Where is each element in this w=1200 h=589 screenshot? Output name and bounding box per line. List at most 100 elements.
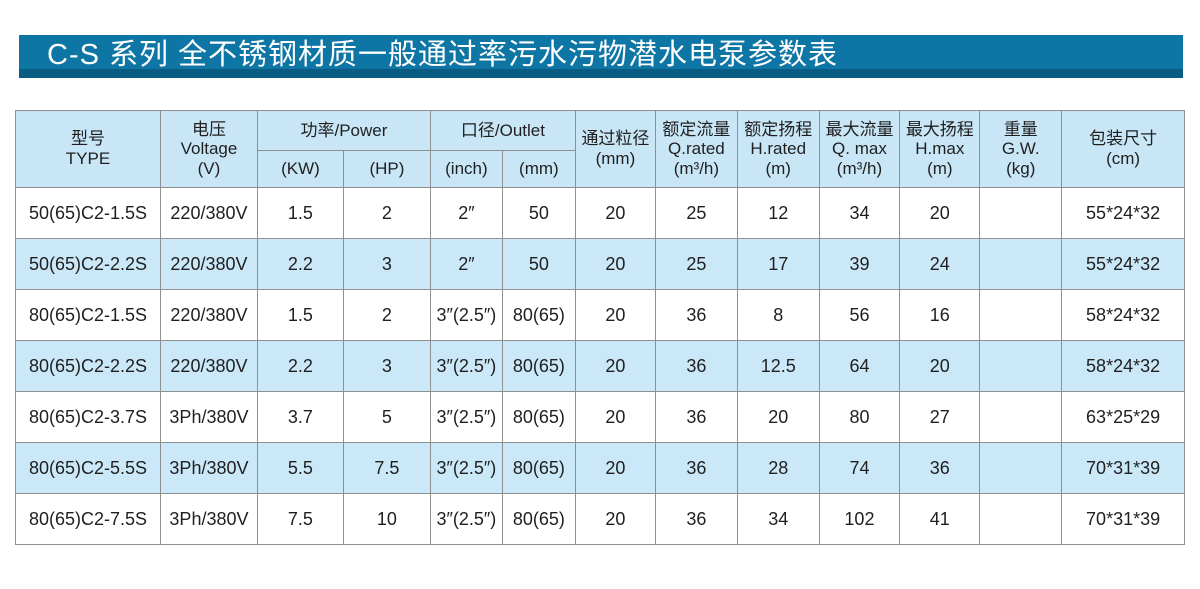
table-cell: 80(65) [501,391,576,443]
col-header-packing-cn: 包装尺寸 [1089,129,1158,149]
col-header-gw: 重量 G.W. (kg) [979,110,1063,188]
col-header-q-max-unit: (m³/h) [836,158,883,178]
table-cell: 80(65) [501,442,576,494]
table-cell: 3″(2.5″) [429,340,503,392]
table-cell: 20 [574,391,656,443]
table-cell: 36 [654,493,738,545]
table-cell: 36 [654,391,738,443]
table-cell: 3″(2.5″) [429,442,503,494]
table-cell: 17 [736,238,820,290]
table-cell: 12.5 [736,340,820,392]
table-cell: 2.2 [256,340,344,392]
table-body: 50(65)C2-1.5S 220/380V 1.5 2 2″ 50 20 25 12 34 20 5… [15,187,1185,545]
page-title: C-S 系列 全不锈钢材质一般通过率污水污物潜水电泵参数表 [47,39,839,71]
col-header-h-max-unit: (m) [927,158,953,178]
table-cell: 50 [501,187,576,239]
col-header-type: 型号 TYPE [15,110,161,188]
table-cell: 27 [899,391,981,443]
table-row: 80(65)C2-5.5S 3Ph/380V 5.5 7.5 3″(2.5″) 80(65… [15,442,1185,494]
table-cell: 2″ [429,238,503,290]
table-cell: 1.5 [256,289,344,341]
table-cell: 80 [818,391,901,443]
pump-spec-table: 型号 TYPE 电压 Voltage (V) 功率/Power 口径/Outle… [15,110,1185,545]
table-cell: 10 [342,493,431,545]
table-cell: 56 [818,289,901,341]
table-cell: 20 [574,187,656,239]
table-cell: 2 [342,289,431,341]
table-cell: 50(65)C2-1.5S [15,187,161,239]
table-cell: 34 [818,187,901,239]
col-header-h-rated: 额定扬程 H.rated (m) [736,110,820,188]
table-cell: 64 [818,340,901,392]
col-header-voltage-en: Voltage [180,139,238,159]
table-cell: 70*31*39 [1061,442,1185,494]
table-cell: 3.7 [256,391,344,443]
table-cell: 2 [342,187,431,239]
col-header-mm: (mm) [501,150,576,188]
table-cell [979,442,1063,494]
table-cell [979,187,1063,239]
table-header: 型号 TYPE 电压 Voltage (V) 功率/Power 口径/Outle… [15,110,1185,188]
table-cell: 24 [899,238,981,290]
table-cell: 20 [899,187,981,239]
table-cell: 220/380V [159,187,258,239]
col-header-outlet-group: 口径/Outlet [429,110,576,151]
table-cell: 55*24*32 [1061,238,1185,290]
col-header-q-max-cn: 最大流量 [825,119,894,139]
table-cell: 12 [736,187,820,239]
table-cell: 80(65)C2-2.2S [15,340,161,392]
table-cell: 8 [736,289,820,341]
table-cell: 25 [654,187,738,239]
table-cell: 80(65)C2-5.5S [15,442,161,494]
col-header-h-rated-unit: (m) [765,158,791,178]
table-cell: 2.2 [256,238,344,290]
table-cell: 3Ph/380V [159,442,258,494]
table-cell [979,391,1063,443]
col-header-voltage-unit: (V) [197,158,221,178]
table-cell: 63*25*29 [1061,391,1185,443]
col-header-h-max-cn: 最大扬程 [905,119,974,139]
col-header-h-max: 最大扬程 H.max (m) [899,110,981,188]
table-cell: 16 [899,289,981,341]
col-header-q-rated-en: Q.rated [668,139,725,159]
table-cell: 39 [818,238,901,290]
col-header-q-rated-unit: (m³/h) [673,158,720,178]
col-header-h-max-en: H.max [915,139,965,159]
col-header-type-en: TYPE [65,149,111,168]
table-cell: 50(65)C2-2.2S [15,238,161,290]
table-cell: 20 [574,493,656,545]
table-cell: 34 [736,493,820,545]
table-cell: 58*24*32 [1061,340,1185,392]
table-cell: 220/380V [159,289,258,341]
table-cell: 3″(2.5″) [429,289,503,341]
col-header-q-max: 最大流量 Q. max (m³/h) [818,110,901,188]
table-cell: 3Ph/380V [159,391,258,443]
table-cell: 80(65) [501,340,576,392]
table-row: 80(65)C2-2.2S 220/380V 2.2 3 3″(2.5″) 80(65) 2… [15,340,1185,392]
table-row: 50(65)C2-2.2S 220/380V 2.2 3 2″ 50 20 25 17 39 24 5… [15,238,1185,290]
table-cell: 102 [818,493,901,545]
table-cell: 20 [736,391,820,443]
col-header-power-group: 功率/Power [256,110,431,151]
col-header-gw-en: G.W. [1001,139,1040,159]
table-cell: 25 [654,238,738,290]
table-row: 50(65)C2-1.5S 220/380V 1.5 2 2″ 50 20 25 12 34 20 5… [15,187,1185,239]
table-cell: 3″(2.5″) [429,391,503,443]
table-cell: 20 [574,340,656,392]
col-header-q-rated: 额定流量 Q.rated (m³/h) [654,110,738,188]
col-header-q-rated-cn: 额定流量 [662,119,731,139]
table-cell: 70*31*39 [1061,493,1185,545]
table-cell: 220/380V [159,340,258,392]
spec-table-container: 型号 TYPE 电压 Voltage (V) 功率/Power 口径/Outle… [15,110,1185,545]
table-cell: 50 [501,238,576,290]
table-cell [979,238,1063,290]
table-cell [979,289,1063,341]
table-cell: 80(65)C2-3.7S [15,391,161,443]
table-cell: 1.5 [256,187,344,239]
table-cell: 55*24*32 [1061,187,1185,239]
col-header-type-cn: 型号 [70,129,105,149]
table-cell: 220/380V [159,238,258,290]
table-cell: 80(65) [501,493,576,545]
table-cell: 74 [818,442,901,494]
table-cell: 20 [574,442,656,494]
